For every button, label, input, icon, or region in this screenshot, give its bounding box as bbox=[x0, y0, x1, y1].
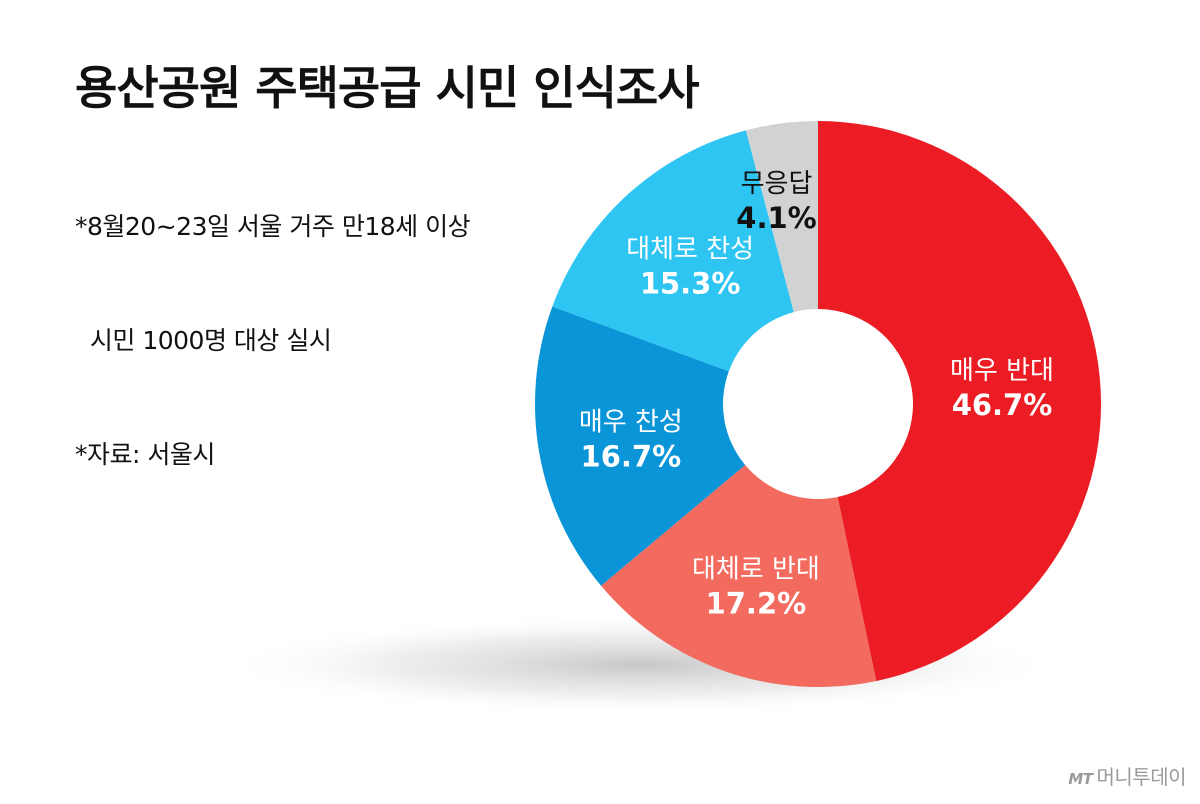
publisher-logo: MT 머니투데이 bbox=[1068, 761, 1186, 790]
pie-slice bbox=[818, 121, 1101, 681]
note-line: *8월20~23일 서울 거주 만18세 이상 bbox=[75, 212, 471, 241]
slice-label: 무응답 bbox=[741, 169, 813, 199]
pie-slice bbox=[601, 465, 877, 688]
pie-slice bbox=[534, 306, 746, 586]
slice-value-label: 4.1% bbox=[736, 201, 816, 235]
logo-mark: MT bbox=[1068, 770, 1093, 788]
slice-label: 대체로 반대 bbox=[692, 555, 820, 585]
slice-label: 매우 반대 bbox=[950, 356, 1054, 386]
note-line: *자료: 서울시 bbox=[75, 440, 215, 469]
survey-notes: *8월20~23일 서울 거주 만18세 이상 시민 1000명 대상 실시 *… bbox=[75, 132, 471, 512]
slice-value-label: 15.3% bbox=[640, 266, 741, 300]
slice-label: 매우 찬성 bbox=[579, 408, 683, 438]
chart-title: 용산공원 주택공급 시민 인식조사 bbox=[75, 61, 700, 115]
slice-label: 대체로 찬성 bbox=[626, 234, 754, 264]
note-line: 시민 1000명 대상 실시 bbox=[75, 326, 332, 355]
slice-value-label: 46.7% bbox=[952, 388, 1053, 422]
slice-value-label: 16.7% bbox=[581, 440, 682, 474]
slice-value-label: 17.2% bbox=[706, 587, 807, 621]
logo-name: 머니투데이 bbox=[1096, 765, 1187, 789]
pie-slice bbox=[552, 130, 794, 372]
pie-slice bbox=[745, 121, 818, 313]
